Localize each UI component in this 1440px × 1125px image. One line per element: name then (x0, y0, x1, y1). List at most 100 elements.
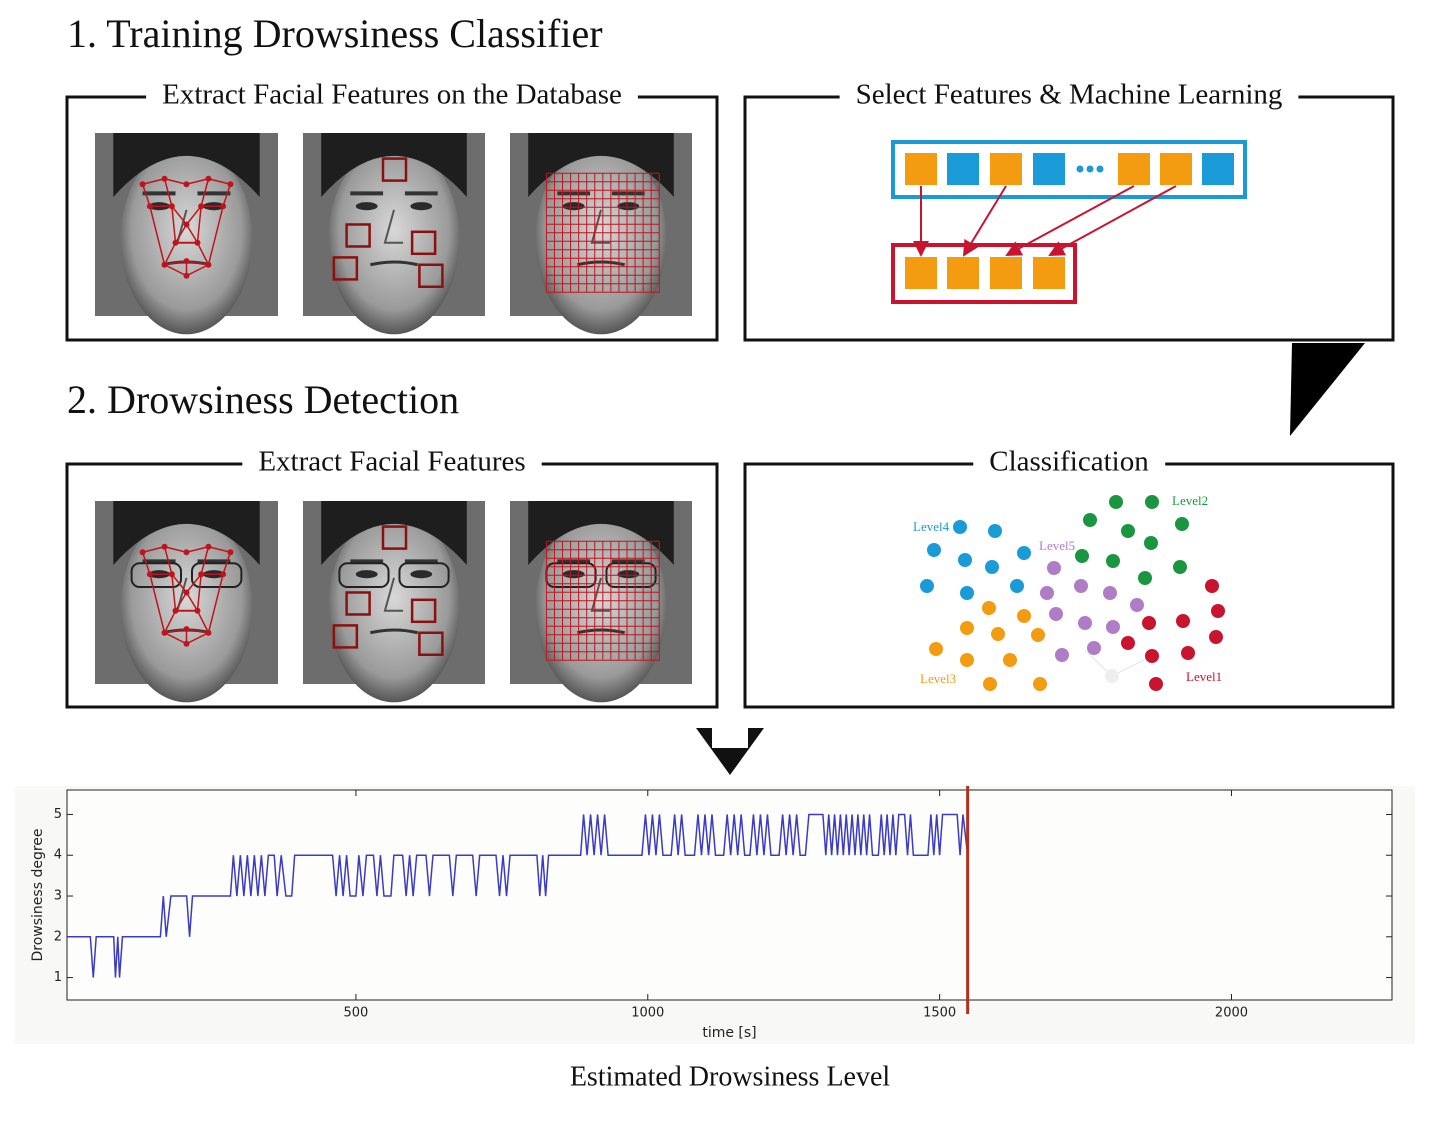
plot-area (66, 789, 1393, 1001)
landmark-edge (171, 574, 177, 611)
panel-label-group: Extract Facial Features on the Database (146, 79, 638, 111)
face-skin (328, 511, 460, 703)
sample-point (1106, 554, 1120, 568)
landmark-edge (142, 178, 165, 185)
hair (113, 133, 260, 198)
face-skin (120, 143, 253, 335)
section-title: 2. Drowsiness Detection (67, 377, 459, 422)
sample-point (991, 627, 1005, 641)
panel-label-group: Extract Facial Features (242, 446, 542, 478)
sample-point (1181, 646, 1195, 660)
landmark (161, 543, 168, 550)
landmark-edge (163, 610, 177, 634)
sample-point (985, 560, 999, 574)
glasses (190, 562, 243, 589)
landmark-edge (163, 178, 173, 207)
y-tick-label: 2 (54, 929, 62, 944)
sample-point (1176, 614, 1190, 628)
eye (617, 570, 640, 579)
eye (355, 202, 378, 211)
landmark-edge (186, 264, 209, 277)
sample-point (929, 642, 943, 656)
landmark (161, 629, 168, 636)
sample-point (988, 524, 1002, 538)
roi-box (410, 598, 437, 624)
sample-point (1078, 616, 1092, 630)
sample-point (1130, 598, 1144, 612)
x-tick-label: 1000 (631, 1006, 664, 1021)
sample-point (982, 601, 996, 615)
landmark-edge (186, 628, 209, 634)
landmark-edge (141, 184, 151, 207)
selected-feature (947, 257, 979, 289)
sample-point (983, 677, 997, 691)
landmark (194, 239, 201, 246)
class-label: Level4 (913, 519, 950, 534)
selection-arrow (1005, 185, 1135, 256)
face-image (95, 501, 278, 703)
landmark-edge (207, 574, 224, 633)
landmark (227, 181, 234, 188)
sample-point (1144, 536, 1158, 550)
sample-point (1040, 586, 1054, 600)
roi-box (332, 256, 359, 281)
landmark (183, 258, 190, 265)
mouth (370, 628, 418, 635)
feature (990, 153, 1022, 185)
landmark-edge (208, 178, 231, 185)
sample-point (1074, 579, 1088, 593)
face-skin (120, 511, 253, 703)
landmark-edge (171, 573, 188, 593)
landmark-edge (200, 178, 210, 207)
sample-point (1033, 677, 1047, 691)
ellipsis-dot (1096, 165, 1104, 173)
class-label: Level3 (920, 671, 956, 686)
feature (1160, 153, 1192, 185)
landmark (205, 175, 212, 182)
landmark (168, 203, 175, 210)
feature-vector (891, 140, 1247, 199)
roi-box (418, 631, 444, 656)
landmark (198, 203, 205, 210)
landmark-edge (185, 573, 202, 593)
landmark-edge (186, 546, 209, 553)
sample-point (1173, 560, 1187, 574)
face-image (303, 133, 485, 335)
landmark (139, 181, 146, 188)
landmark (198, 571, 205, 578)
glasses (338, 562, 390, 589)
landmark-edge (164, 178, 187, 185)
landmark-edge (207, 206, 224, 265)
caption: Estimated Drowsiness Level (570, 1061, 891, 1092)
landmark-edge (174, 224, 188, 244)
landmark (183, 221, 190, 228)
landmark (146, 571, 153, 578)
landmark-edge (174, 592, 188, 612)
landmark-edge (171, 205, 188, 225)
roi-box (345, 223, 371, 248)
face-skin (535, 511, 667, 703)
landmark (194, 607, 201, 614)
x-tick-label: 500 (344, 1006, 369, 1021)
landmark-edge (141, 552, 151, 575)
sample-point (1175, 517, 1189, 531)
landmark (220, 571, 227, 578)
section-title: 1. Training Drowsiness Classifier (67, 11, 603, 56)
landmark (172, 607, 179, 614)
landmark-edge (186, 632, 209, 645)
class-label: Level5 (1039, 538, 1075, 553)
panel-label: Extract Facial Features (258, 446, 525, 478)
callout-pointer (1290, 343, 1365, 436)
landmark (227, 549, 234, 556)
panel-frame (743, 462, 1395, 709)
sample-point (1055, 648, 1069, 662)
landmark-edge (164, 546, 187, 553)
landmark (183, 626, 190, 633)
landmark-edge (185, 592, 199, 612)
landmark-edge (185, 205, 202, 225)
sample-point (1010, 579, 1024, 593)
x-tick-label: 2000 (1215, 1006, 1248, 1021)
sample-point (920, 579, 934, 593)
landmark (205, 543, 212, 550)
